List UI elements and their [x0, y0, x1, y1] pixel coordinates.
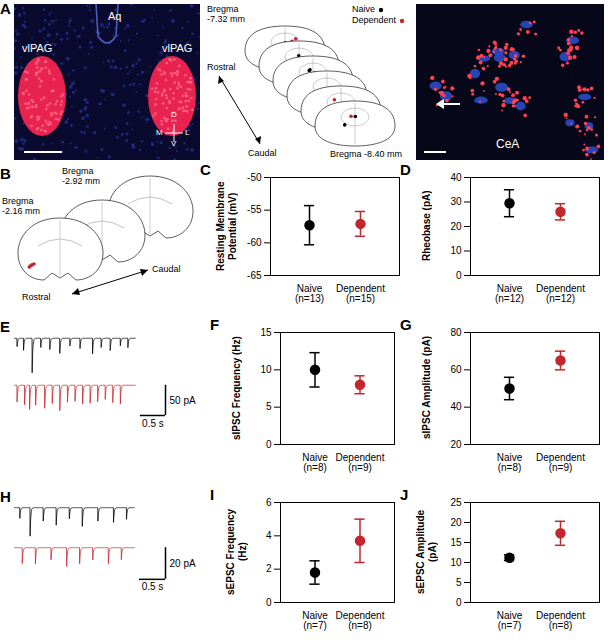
html-text:M: M [156, 128, 163, 137]
html-text:H: H [0, 488, 11, 505]
svg-text:20: 20 [450, 221, 462, 232]
html-text:sIPSC Amplitude (pA): sIPSC Amplitude (pA) [421, 336, 432, 440]
svg-text:40: 40 [450, 172, 462, 183]
html-text:V: V [171, 139, 177, 148]
svg-text:Dependent(n=9): Dependent(n=9) [336, 452, 385, 473]
svg-text:Dependent(n=12): Dependent(n=12) [536, 283, 585, 304]
svg-text:Dependent(n=9): Dependent(n=9) [536, 452, 585, 473]
svg-text:25: 25 [450, 497, 462, 508]
html-text:I: I [210, 486, 215, 503]
svg-text:10: 10 [450, 245, 462, 256]
svg-text:0: 0 [456, 270, 462, 281]
svg-text:40: 40 [450, 401, 462, 412]
html-text:A: A [0, 0, 11, 17]
svg-text:6: 6 [266, 497, 272, 508]
svg-text:Dependent(n=8): Dependent(n=8) [336, 610, 385, 631]
svg-text:20 pA: 20 pA [170, 558, 196, 569]
html-text:L: L [185, 128, 190, 137]
html-text:Aq: Aq [108, 10, 122, 22]
svg-text:-55: -55 [247, 204, 262, 215]
html-text:Bregma -7.32 mm: Bregma -7.32 mm [207, 4, 245, 25]
html-text:Rheobase (pA): Rheobase (pA) [421, 190, 432, 262]
svg-text:80: 80 [450, 327, 462, 338]
svg-text:4: 4 [266, 530, 272, 541]
svg-text:20: 20 [450, 439, 462, 450]
svg-text:Naive(n=8): Naive(n=8) [302, 452, 328, 473]
html-text:sIPSC Frequency (Hz): sIPSC Frequency (Hz) [231, 336, 242, 440]
html-text:sEPSC Frequency (Hz): sEPSC Frequency (Hz) [225, 508, 248, 596]
html-text:Rostral: Rostral [22, 292, 51, 302]
html-text:B: B [0, 165, 11, 182]
html-text:F: F [210, 316, 220, 333]
svg-text:0.5 s: 0.5 s [142, 418, 164, 429]
html-text:sEPSC Amplitude (pA): sEPSC Amplitude (pA) [415, 510, 438, 594]
html-text:Caudal: Caudal [248, 148, 277, 158]
html-text:vlPAG: vlPAG [22, 42, 53, 54]
html-text:Rostral: Rostral [207, 62, 236, 72]
html-text:Caudal: Caudal [152, 264, 181, 274]
html-text:J: J [400, 486, 409, 503]
html-text:D: D [400, 161, 411, 178]
svg-text:50 pA: 50 pA [170, 395, 196, 406]
html-text:D: D [171, 110, 177, 119]
html-text:Bregma -2.92 mm: Bregma -2.92 mm [62, 166, 100, 187]
svg-text:0: 0 [266, 597, 272, 608]
svg-text:-50: -50 [247, 172, 262, 183]
svg-text:Naive(n=13): Naive(n=13) [295, 283, 324, 304]
html-text:E: E [0, 318, 10, 335]
svg-text:-65: -65 [247, 270, 262, 281]
svg-text:30: 30 [450, 196, 462, 207]
svg-text:Dependent(n=15): Dependent(n=15) [336, 283, 385, 304]
svg-text:10: 10 [450, 557, 462, 568]
svg-text:-60: -60 [247, 237, 262, 248]
svg-text:15: 15 [260, 327, 272, 338]
html-text:CeA: CeA [496, 137, 520, 151]
svg-text:5: 5 [456, 577, 462, 588]
svg-text:Naive(n=7): Naive(n=7) [302, 610, 328, 631]
html-text:Naive: Naive [352, 4, 375, 14]
html-text:C: C [200, 161, 211, 178]
html-text:Dependent: Dependent [352, 15, 396, 25]
svg-text:Naive(n=12): Naive(n=12) [495, 283, 524, 304]
svg-text:Naive(n=7): Naive(n=7) [497, 610, 523, 631]
svg-text:2: 2 [266, 563, 272, 574]
html-text:Resting Membrane Potential (mV: Resting Membrane Potential (mV) [215, 181, 238, 271]
svg-text:10: 10 [260, 364, 272, 375]
html-text:Bregma -8.40 mm: Bregma -8.40 mm [330, 149, 402, 159]
html-text:G: G [400, 316, 412, 333]
svg-text:20: 20 [450, 517, 462, 528]
html-text:vlPAG: vlPAG [162, 42, 193, 54]
svg-text:0: 0 [266, 439, 272, 450]
svg-text:15: 15 [450, 537, 462, 548]
html-text:Bregma -2.16 mm: Bregma -2.16 mm [2, 196, 40, 217]
svg-text:0.5 s: 0.5 s [142, 581, 164, 592]
svg-text:Dependent(n=8): Dependent(n=8) [536, 610, 585, 631]
svg-text:5: 5 [266, 401, 272, 412]
svg-text:0: 0 [456, 597, 462, 608]
svg-text:Naive(n=8): Naive(n=8) [497, 452, 523, 473]
svg-text:60: 60 [450, 364, 462, 375]
